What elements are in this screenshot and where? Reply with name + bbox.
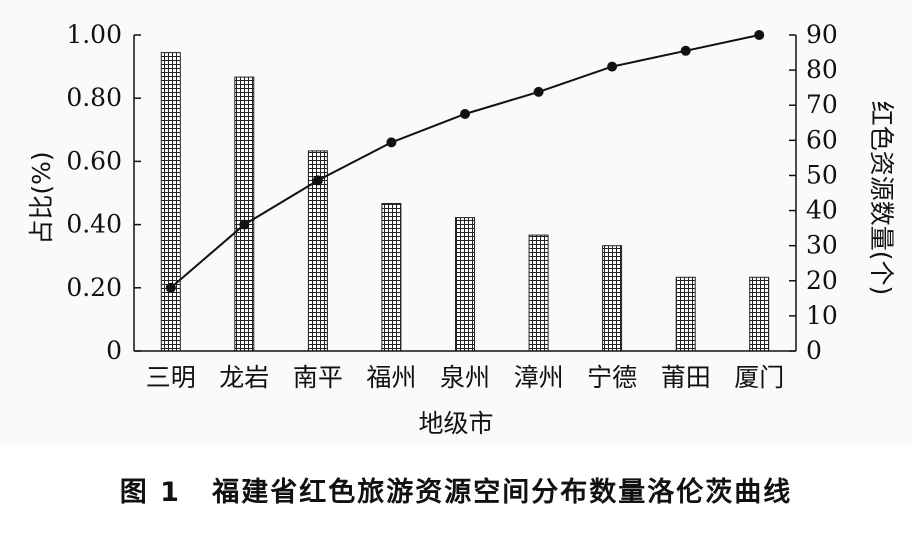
x-tick-label: 龙岩 <box>219 363 269 392</box>
y2-tick-label: 30 <box>806 231 838 260</box>
x-tick-label: 厦门 <box>734 363 784 392</box>
bar-龙岩 <box>234 76 255 352</box>
lorenz-chart: 0 0.20 0.40 0.60 0.80 1.00 0 10 20 30 40 50 60 70 80 90… <box>27 20 896 438</box>
x-tick-label: 宁德 <box>587 363 637 392</box>
bar-三明 <box>160 52 181 352</box>
bar-泉州 <box>455 217 475 352</box>
lorenz-point-福州 <box>386 137 397 148</box>
y2-tick-label: 40 <box>806 196 838 225</box>
y2-tick-label: 10 <box>806 301 838 330</box>
y2-axis-title: 红色资源数量(个) <box>867 101 896 296</box>
x-axis-title: 地级市 <box>418 409 493 438</box>
lorenz-point-龙岩 <box>239 219 250 230</box>
bar-厦门 <box>749 276 770 352</box>
x-tick-label: 三明 <box>146 363 196 392</box>
chart-svg: 0 0.20 0.40 0.60 0.80 1.00 0 10 20 30 40 50 60 70 80 90… <box>27 20 896 438</box>
x-tick-label: 南平 <box>293 363 343 392</box>
lorenz-point-三明 <box>165 282 176 293</box>
bar-莆田 <box>675 276 696 352</box>
x-tick-label: 漳州 <box>514 363 564 392</box>
x-tick-label: 莆田 <box>661 363 711 392</box>
y-tick-label: 0.20 <box>66 273 122 302</box>
y-axis-title: 占比(%) <box>27 151 56 244</box>
figure-number: 图 1 <box>119 477 181 508</box>
bar-漳州 <box>528 234 549 352</box>
bar-series <box>160 52 770 352</box>
lorenz-point-厦门 <box>754 30 765 40</box>
bar-宁德 <box>602 245 623 352</box>
y-tick-label: 0.40 <box>66 210 122 239</box>
y-tick-label: 0 <box>106 336 122 365</box>
figure-caption-text: 福建省红色旅游资源空间分布数量洛伦茨曲线 <box>212 477 793 508</box>
lorenz-point-漳州 <box>533 86 544 97</box>
figure-caption: 图 1 福建省红色旅游资源空间分布数量洛伦茨曲线 <box>0 470 912 509</box>
x-tick-label: 泉州 <box>440 363 490 392</box>
y-tick-label: 0.60 <box>66 146 122 175</box>
lorenz-line-series <box>165 30 765 293</box>
y2-tick-label: 60 <box>806 125 838 154</box>
y2-tick-label: 70 <box>806 90 838 119</box>
lorenz-point-南平 <box>312 175 323 186</box>
lorenz-point-宁德 <box>607 61 618 72</box>
y-tick-label: 0.80 <box>66 83 122 112</box>
bar-福州 <box>381 203 402 352</box>
axis-labels: 0 0.20 0.40 0.60 0.80 1.00 0 10 20 30 40 50 60 70 80 90… <box>66 20 837 392</box>
lorenz-point-泉州 <box>460 109 470 119</box>
y2-tick-label: 0 <box>806 336 822 365</box>
y2-tick-label: 20 <box>806 266 838 295</box>
y2-tick-label: 90 <box>806 20 838 49</box>
y2-tick-label: 80 <box>806 55 838 84</box>
lorenz-point-莆田 <box>680 45 691 56</box>
y2-tick-label: 50 <box>806 160 838 189</box>
x-tick-label: 福州 <box>366 363 416 392</box>
axes <box>133 34 797 352</box>
y-tick-label: 1.00 <box>66 20 122 49</box>
